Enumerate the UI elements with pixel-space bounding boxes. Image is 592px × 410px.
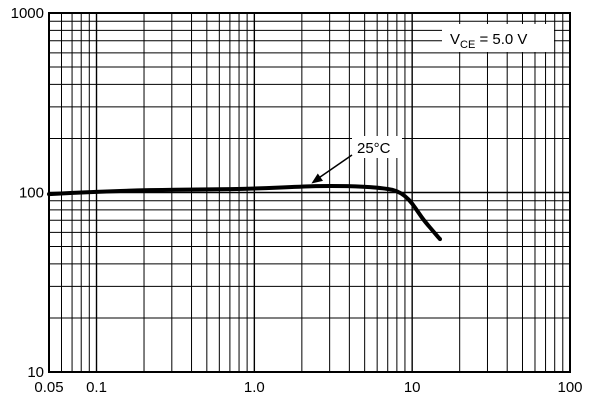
svg-text:VCE = 5.0 V: VCE = 5.0 V xyxy=(450,31,527,51)
x-tick-labels: 0.05 0.1 1.0 10 100 xyxy=(34,379,582,396)
y-tick-label: 1000 xyxy=(11,5,44,22)
y-tick-labels: 10 100 1000 xyxy=(11,5,44,381)
x-tick-label: 0.1 xyxy=(86,379,107,396)
x-tick-label: 1.0 xyxy=(244,379,265,396)
curve-label-group: 25°C xyxy=(311,136,402,184)
y-tick-label: 100 xyxy=(19,185,44,202)
condition-subscript: CE xyxy=(460,39,475,51)
curve-label-arrowhead xyxy=(311,173,323,184)
x-tick-label: 10 xyxy=(404,379,421,396)
condition-prefix: V xyxy=(450,31,460,48)
curve-label: 25°C xyxy=(357,140,391,157)
series-layer xyxy=(47,183,442,242)
series-line xyxy=(47,183,442,242)
condition-label: VCE = 5.0 V xyxy=(442,24,554,52)
x-tick-label: 0.05 xyxy=(34,379,63,396)
condition-suffix: = 5.0 V xyxy=(475,31,527,48)
curve-label-arrow xyxy=(319,154,353,179)
y-tick-label: 10 xyxy=(27,364,44,381)
grid xyxy=(48,12,571,373)
x-tick-label: 100 xyxy=(557,379,582,396)
